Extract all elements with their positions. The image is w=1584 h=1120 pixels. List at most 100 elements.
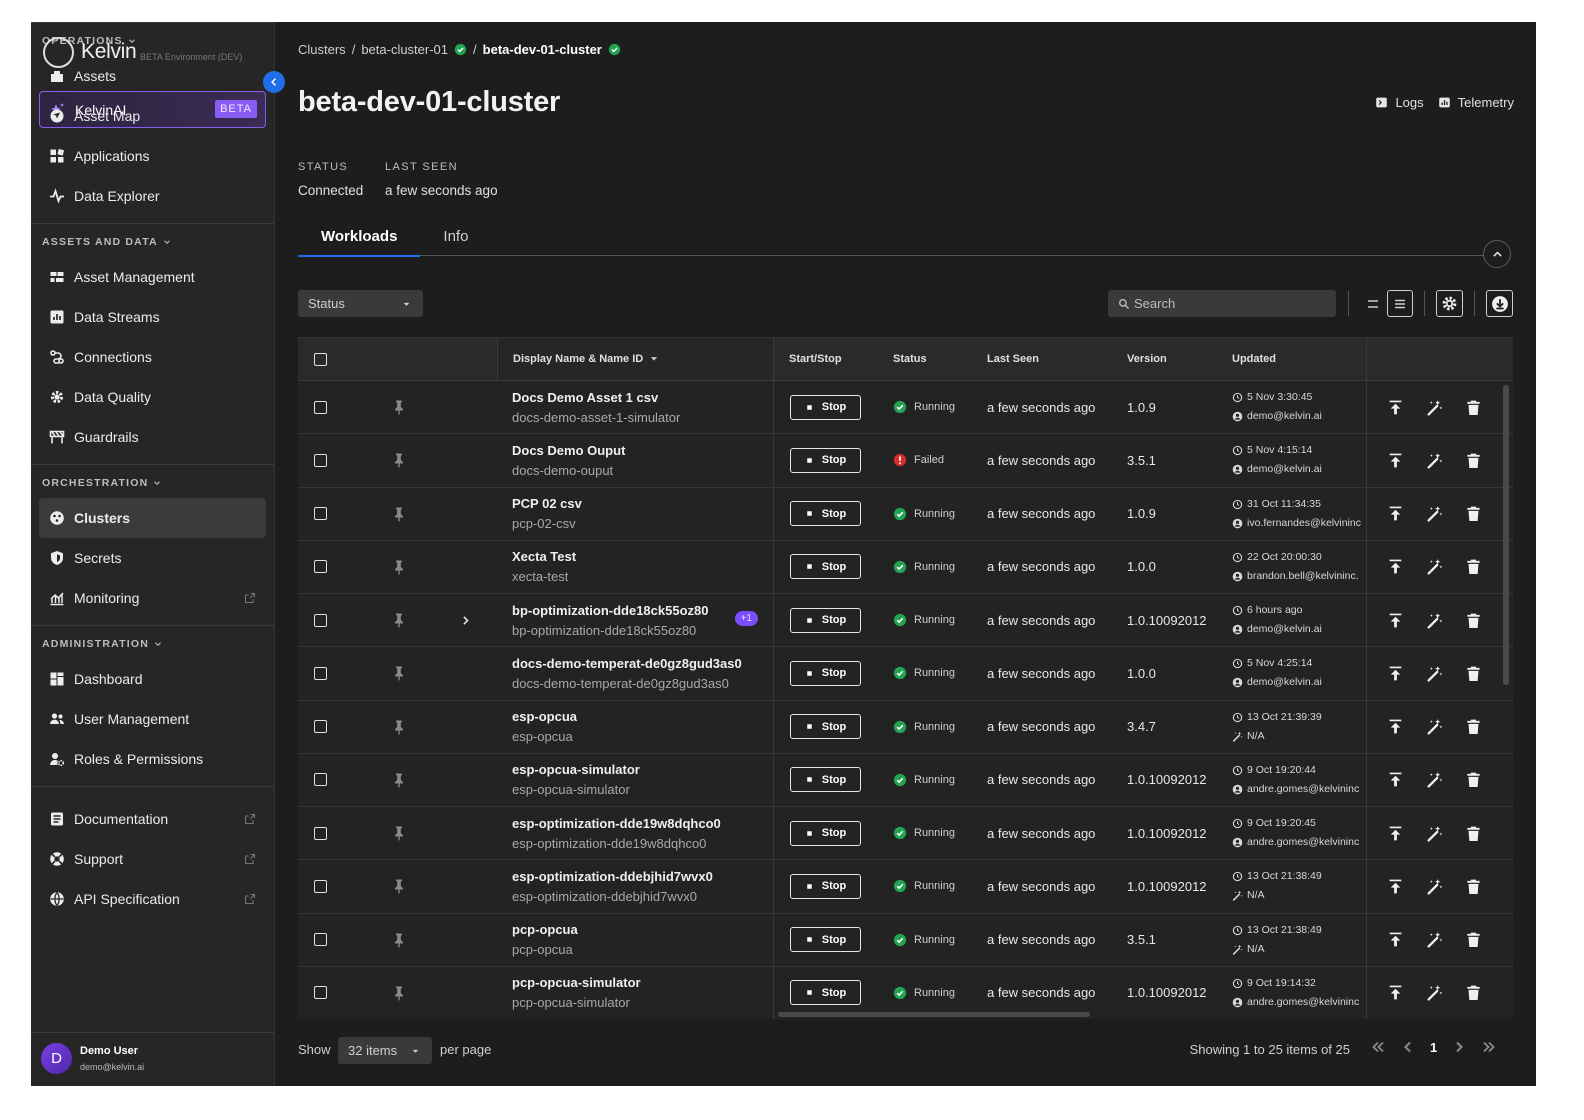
select-all[interactable] xyxy=(314,352,327,366)
stop-button[interactable]: Stop xyxy=(790,820,861,846)
nav-item[interactable]: User Management xyxy=(39,699,266,739)
pin-cell[interactable] xyxy=(364,594,434,646)
row-action[interactable] xyxy=(1426,505,1443,522)
page-nav[interactable] xyxy=(1481,1039,1497,1055)
nav-item[interactable]: Data Streams xyxy=(39,297,266,337)
row-action[interactable] xyxy=(1426,399,1443,416)
row-checkbox[interactable] xyxy=(314,453,327,467)
nav-item[interactable]: Monitoring xyxy=(39,578,266,618)
table-settings[interactable] xyxy=(1436,290,1463,317)
row-action[interactable] xyxy=(1465,665,1482,682)
stop-button[interactable]: Stop xyxy=(790,980,861,1006)
pin-cell[interactable] xyxy=(364,381,434,433)
breadcrumb-item[interactable]: Clusters xyxy=(298,42,346,57)
row-action[interactable] xyxy=(1426,665,1443,682)
pin-cell[interactable] xyxy=(364,647,434,699)
breadcrumb-item[interactable]: beta-cluster-01 xyxy=(361,42,449,57)
row-checkbox[interactable] xyxy=(314,720,327,734)
nav-item[interactable]: Data Explorer xyxy=(39,176,266,216)
stop-button[interactable]: Stop xyxy=(790,767,861,793)
stop-button[interactable]: Stop xyxy=(790,447,861,473)
row-checkbox[interactable] xyxy=(314,613,327,627)
stop-button[interactable]: Stop xyxy=(790,554,861,580)
download[interactable] xyxy=(1486,290,1513,317)
row-action[interactable] xyxy=(1387,665,1404,682)
nav-item[interactable]: Dashboard xyxy=(39,659,266,699)
stop-button[interactable]: Stop xyxy=(790,927,861,953)
row-action[interactable] xyxy=(1387,452,1404,469)
nav-item[interactable]: Asset Management xyxy=(39,257,266,297)
row-action[interactable] xyxy=(1465,612,1482,629)
row-checkbox[interactable] xyxy=(314,773,327,787)
row-checkbox[interactable] xyxy=(314,933,327,947)
pin-cell[interactable] xyxy=(364,488,434,540)
row-action[interactable] xyxy=(1387,984,1404,1001)
pin-cell[interactable] xyxy=(364,434,434,486)
pin-cell[interactable] xyxy=(364,541,434,593)
row-action[interactable] xyxy=(1465,931,1482,948)
row-checkbox[interactable] xyxy=(314,986,327,1000)
stop-button[interactable]: Stop xyxy=(790,660,861,686)
kelvin-ai-button[interactable]: KelvinAI BETA xyxy=(39,91,266,128)
stop-button[interactable]: Stop xyxy=(790,714,861,740)
row-action[interactable] xyxy=(1387,399,1404,416)
search-input[interactable]: Search xyxy=(1108,290,1336,317)
row-action[interactable] xyxy=(1426,558,1443,575)
row-action[interactable] xyxy=(1465,984,1482,1001)
row-action[interactable] xyxy=(1387,612,1404,629)
row-action[interactable] xyxy=(1465,505,1482,522)
collapse-button[interactable] xyxy=(263,71,285,93)
page-nav[interactable] xyxy=(1451,1039,1467,1055)
stop-button[interactable]: Stop xyxy=(790,607,861,633)
pin-cell[interactable] xyxy=(364,701,434,753)
pin-cell[interactable] xyxy=(364,860,434,912)
header-action[interactable]: Logs xyxy=(1375,95,1424,110)
row-action[interactable] xyxy=(1465,399,1482,416)
row-checkbox[interactable] xyxy=(314,507,327,521)
pin-cell[interactable] xyxy=(364,807,434,859)
pin-cell[interactable] xyxy=(364,914,434,966)
row-checkbox[interactable] xyxy=(314,879,327,893)
tab[interactable]: Info xyxy=(443,228,469,245)
nav-item[interactable]: Guardrails xyxy=(39,417,266,457)
nav-section-title[interactable]: ASSETS AND DATA xyxy=(39,233,266,251)
nav-section-title[interactable]: ORCHESTRATION xyxy=(39,474,266,492)
nav-item[interactable]: Data Quality xyxy=(39,377,266,417)
tab[interactable]: Workloads xyxy=(298,228,421,257)
view-compact[interactable] xyxy=(1360,290,1386,317)
row-checkbox[interactable] xyxy=(314,560,327,574)
row-action[interactable] xyxy=(1426,771,1443,788)
page-nav[interactable] xyxy=(1400,1039,1416,1055)
pin-cell[interactable] xyxy=(364,754,434,806)
nav-item[interactable]: Connections xyxy=(39,337,266,377)
row-action[interactable] xyxy=(1387,771,1404,788)
row-action[interactable] xyxy=(1465,825,1482,842)
pin-cell[interactable] xyxy=(364,967,434,1019)
row-action[interactable] xyxy=(1465,878,1482,895)
nav-item[interactable]: Secrets xyxy=(39,538,266,578)
row-action[interactable] xyxy=(1387,505,1404,522)
row-checkbox[interactable] xyxy=(314,400,327,414)
expand-cell[interactable] xyxy=(434,594,497,646)
row-checkbox[interactable] xyxy=(314,666,327,680)
header-action[interactable]: Telemetry xyxy=(1438,95,1514,110)
view-expanded[interactable] xyxy=(1387,290,1413,317)
row-action[interactable] xyxy=(1426,878,1443,895)
row-action[interactable] xyxy=(1426,612,1443,629)
row-action[interactable] xyxy=(1465,718,1482,735)
row-action[interactable] xyxy=(1465,452,1482,469)
header-cell[interactable]: Display Name & Name ID xyxy=(497,338,773,380)
user-profile[interactable]: D Demo User demo@kelvin.ai xyxy=(31,1032,274,1086)
nav-item[interactable]: Asset Map xyxy=(39,96,266,136)
per-page-select[interactable]: 32 items xyxy=(338,1037,432,1064)
nav-item[interactable]: Support xyxy=(39,839,266,879)
nav-item[interactable]: Roles & Permissions xyxy=(39,739,266,779)
stop-button[interactable]: Stop xyxy=(790,873,861,899)
row-action[interactable] xyxy=(1387,931,1404,948)
stop-button[interactable]: Stop xyxy=(790,501,861,527)
collapse-details[interactable] xyxy=(1483,240,1511,268)
nav-item[interactable]: Applications xyxy=(39,136,266,176)
nav-item[interactable]: Documentation xyxy=(39,799,266,839)
row-action[interactable] xyxy=(1387,718,1404,735)
stop-button[interactable]: Stop xyxy=(790,394,861,420)
